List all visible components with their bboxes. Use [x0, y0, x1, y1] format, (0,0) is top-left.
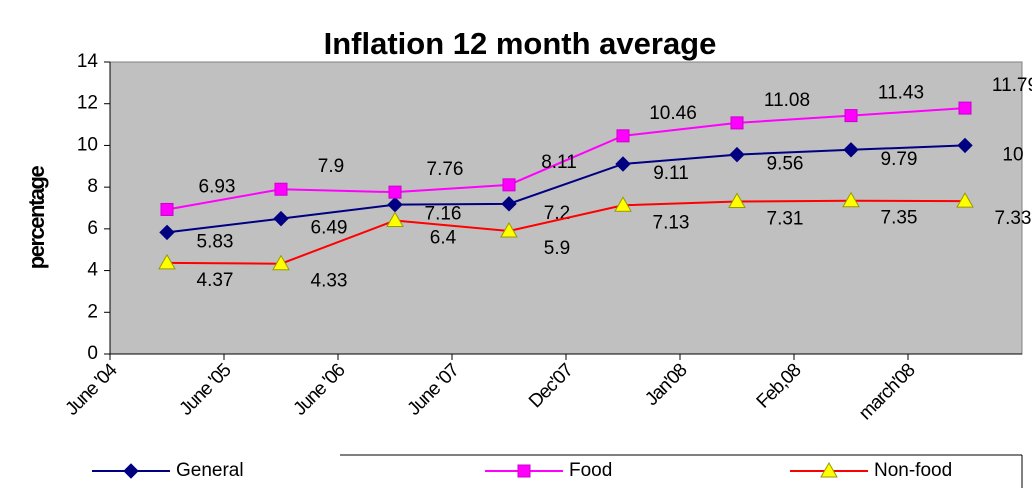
marker [517, 464, 531, 478]
marker [958, 101, 972, 115]
marker [730, 116, 744, 130]
data-label: 6.4 [430, 228, 457, 249]
data-label: 6.93 [199, 176, 236, 197]
legend-label: General [176, 460, 244, 481]
marker [842, 191, 860, 208]
marker [615, 156, 631, 172]
legend-label: Food [569, 460, 612, 481]
marker [820, 461, 838, 478]
marker [158, 253, 176, 270]
marker [728, 192, 746, 209]
marker [273, 210, 289, 227]
data-label: 10.46 [649, 103, 697, 124]
marker [500, 221, 518, 238]
y-tick-label: 14 [77, 51, 99, 72]
y-tick-label: 8 [87, 176, 98, 197]
marker [272, 254, 290, 271]
y-tick-label: 12 [77, 93, 98, 114]
marker [501, 196, 517, 212]
data-label: 11.79 [992, 75, 1032, 96]
y-tick-label: 2 [87, 301, 98, 322]
data-label: 11.08 [764, 90, 810, 111]
plot-area [109, 61, 1023, 355]
marker [388, 185, 402, 199]
y-tick-label: 6 [87, 218, 98, 239]
data-label: 7.13 [653, 212, 690, 233]
data-label: 9.79 [881, 149, 918, 170]
y-axis-label: percentage [24, 166, 49, 270]
marker [616, 129, 630, 143]
data-label: 8.11 [541, 152, 577, 173]
data-label: 7.9 [318, 156, 344, 177]
data-label: 5.83 [197, 231, 234, 252]
data-label: 7.76 [427, 159, 464, 180]
series-line [166, 144, 966, 234]
marker [123, 463, 139, 479]
y-tick-label: 10 [77, 134, 98, 155]
marker [614, 196, 632, 212]
data-label: 9.56 [767, 154, 804, 175]
data-label: 4.33 [311, 271, 348, 292]
series-line [166, 107, 966, 211]
marker [160, 202, 174, 216]
data-label: 7.33 [995, 208, 1032, 229]
marker [159, 224, 175, 241]
legend-label: Non-food [874, 460, 952, 481]
data-label: 10 [1002, 144, 1023, 165]
y-tick-label: 4 [87, 260, 98, 281]
marker [729, 146, 745, 163]
marker [956, 192, 974, 208]
series-line [166, 199, 966, 265]
data-label: 6.49 [311, 218, 348, 239]
marker [957, 137, 973, 154]
marker [843, 142, 859, 158]
data-label: 11.43 [878, 83, 924, 104]
marker [502, 178, 516, 192]
marker [844, 109, 858, 123]
data-label: 7.35 [881, 208, 918, 229]
chart-title: Inflation 12 month average [324, 26, 717, 61]
marker [274, 182, 288, 196]
data-label: 5.9 [544, 238, 570, 259]
marker [386, 211, 404, 228]
data-label: 7.16 [425, 204, 462, 225]
y-tick-label: 0 [87, 343, 98, 364]
data-label: 9.11 [653, 163, 689, 184]
data-label: 7.31 [767, 209, 804, 230]
data-label: 4.37 [197, 270, 234, 291]
